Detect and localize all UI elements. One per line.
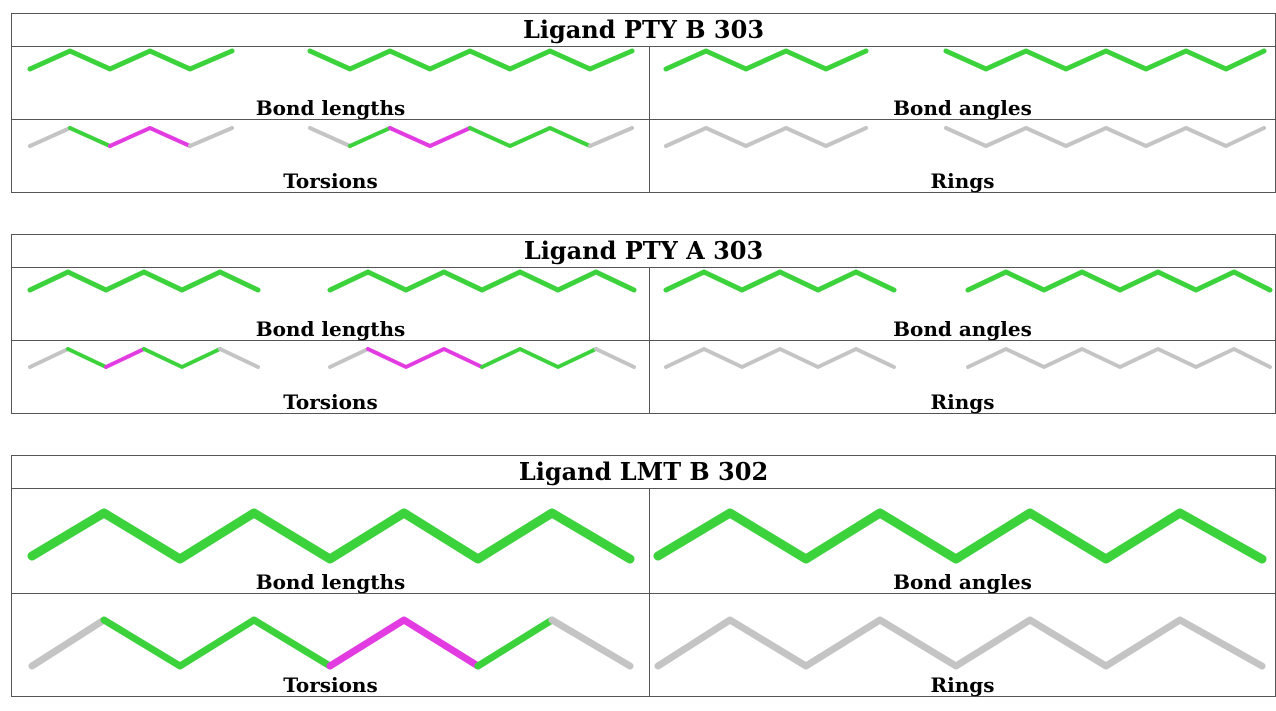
panel-caption: Rings <box>930 390 995 414</box>
chain-segment <box>142 347 222 369</box>
bond-lengths-panel: Bond lengths <box>11 267 650 341</box>
chain-segment <box>664 347 896 369</box>
chain-segment <box>588 126 634 148</box>
chain-segment <box>664 126 868 148</box>
bond-angles-structure-image <box>663 48 1267 72</box>
panel-caption: Bond angles <box>893 317 1032 341</box>
ligand-table-lmt-b-302: Ligand LMT B 302 Bond lengths Bond angle… <box>11 455 1276 697</box>
chain-segment <box>480 347 598 369</box>
chain-segment <box>68 126 112 148</box>
chain-segment <box>653 508 1267 564</box>
torsions-structure-image <box>28 126 634 148</box>
chain-segment <box>188 126 234 148</box>
panel-caption: Torsions <box>283 390 378 414</box>
rings-structure-image <box>654 616 1266 670</box>
chain-segment <box>965 269 1273 293</box>
panel-caption: Rings <box>930 169 995 193</box>
chain-segment <box>27 269 261 293</box>
panel-caption: Bond angles <box>893 96 1032 120</box>
bond-lengths-structure-image <box>27 508 635 564</box>
torsions-panel: Torsions <box>11 340 650 414</box>
panel-caption: Torsions <box>283 169 378 193</box>
panel-caption: Bond lengths <box>255 317 406 341</box>
chain-segment <box>108 126 192 148</box>
torsions-panel: Torsions <box>11 593 650 697</box>
rings-panel: Rings <box>649 593 1276 697</box>
chain-segment <box>548 616 634 670</box>
chain-segment <box>468 126 592 148</box>
chain-segment <box>944 126 1266 148</box>
chain-segment <box>388 126 472 148</box>
bond-lengths-panel: Bond lengths <box>11 46 650 120</box>
chain-segment <box>307 48 635 72</box>
bond-lengths-panel: Bond lengths <box>11 488 650 594</box>
chain-segment <box>654 616 1266 670</box>
torsions-structure-image <box>28 347 636 369</box>
panel-caption: Bond lengths <box>255 96 406 120</box>
bond-angles-structure-image <box>663 269 1273 293</box>
chain-segment <box>594 347 636 369</box>
bond-angles-panel: Bond angles <box>648 46 1276 120</box>
bond-angles-panel: Bond angles <box>648 267 1276 341</box>
ligand-table-pty-b-303: Ligand PTY B 303 Bond lengths Bond angle… <box>10 13 1276 193</box>
chain-segment <box>66 347 108 369</box>
chain-segment <box>966 347 1272 369</box>
torsions-panel: Torsions <box>11 119 650 193</box>
chain-segment <box>28 347 70 369</box>
chain-segment <box>328 347 370 369</box>
bond-angles-structure-image <box>653 508 1267 564</box>
chain-segment <box>27 48 235 72</box>
torsions-structure-image <box>28 616 634 670</box>
chain-segment <box>348 126 392 148</box>
chain-segment <box>27 508 635 564</box>
panel-caption: Bond lengths <box>255 570 406 594</box>
panel-caption: Torsions <box>283 673 378 697</box>
panel-caption: Rings <box>930 673 995 697</box>
panel-caption: Bond angles <box>893 570 1032 594</box>
chain-segment <box>28 126 72 148</box>
bond-angles-panel: Bond angles <box>649 488 1276 594</box>
chain-segment <box>327 269 637 293</box>
rings-structure-image <box>664 126 1266 148</box>
chain-segment <box>28 616 108 670</box>
chain-segment <box>104 347 146 369</box>
chain-segment <box>943 48 1267 72</box>
bond-lengths-structure-image <box>27 48 635 72</box>
rings-panel: Rings <box>648 340 1276 414</box>
chain-segment <box>663 269 897 293</box>
chain-segment <box>474 616 556 670</box>
ligand-title: Ligand PTY B 303 <box>10 13 1276 47</box>
ligand-table-pty-a-303: Ligand PTY A 303 Bond lengths Bond angle… <box>10 234 1276 414</box>
bond-lengths-structure-image <box>27 269 637 293</box>
chain-segment <box>218 347 260 369</box>
rings-structure-image <box>664 347 1272 369</box>
chain-segment <box>308 126 352 148</box>
rings-panel: Rings <box>648 119 1276 193</box>
chain-segment <box>100 616 334 670</box>
chain-segment <box>663 48 869 72</box>
chain-segment <box>326 616 482 670</box>
chain-segment <box>366 347 484 369</box>
ligand-title: Ligand PTY A 303 <box>10 234 1276 268</box>
ligand-title: Ligand LMT B 302 <box>11 455 1276 489</box>
